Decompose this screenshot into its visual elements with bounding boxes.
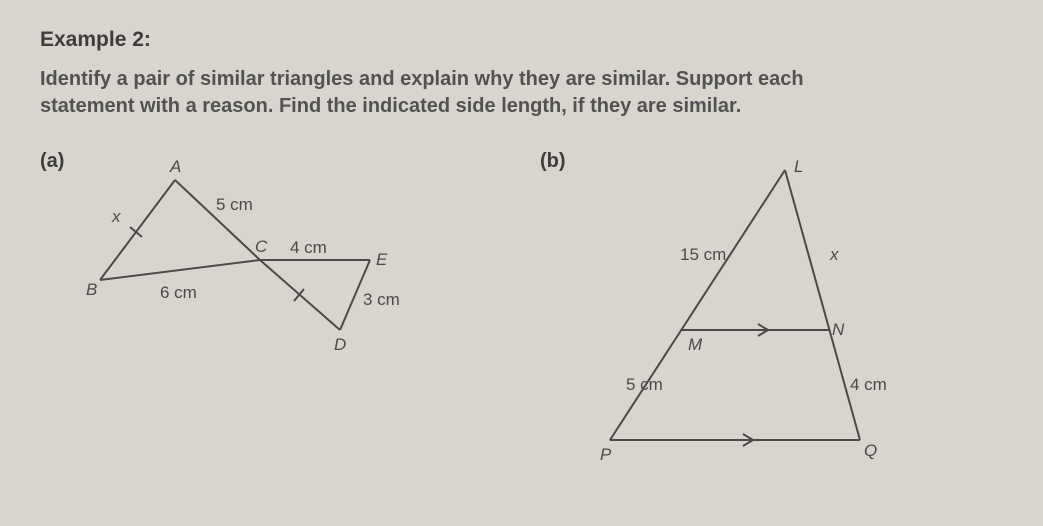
prompt-line-2: statement with a reason. Find the indica… (40, 95, 741, 117)
len-AC: 5 cm (216, 195, 253, 214)
vertex-M: M (688, 335, 703, 354)
side-LQ (785, 170, 860, 440)
vertex-N: N (832, 320, 845, 339)
diagram-b: L P Q M N 15 cm x 5 cm 4 cm (540, 150, 960, 470)
unknown-x-b: x (829, 245, 839, 264)
problem-prompt: Identify a pair of similar triangles and… (40, 66, 940, 120)
vertex-A: A (169, 157, 181, 176)
len-NQ: 4 cm (850, 375, 887, 394)
len-BC: 6 cm (160, 283, 197, 302)
part-a-label: (a) (40, 150, 64, 173)
len-ED: 3 cm (363, 290, 400, 309)
len-MP: 5 cm (626, 375, 663, 394)
vertex-E: E (376, 250, 388, 269)
len-LM: 15 cm (680, 245, 726, 264)
side-LP (610, 170, 785, 440)
side-AB (100, 180, 175, 280)
tick-AB (130, 227, 142, 237)
side-AC (175, 180, 260, 260)
vertex-L: L (794, 157, 803, 176)
figures-row: (a) A B C E D 5 cm 6 cm 4 cm 3 cm x (40, 150, 1003, 470)
prompt-line-1: Identify a pair of similar triangles and… (40, 68, 804, 90)
example-title: Example 2: (40, 28, 1003, 52)
vertex-P: P (600, 445, 612, 464)
figure-a: (a) A B C E D 5 cm 6 cm 4 cm 3 cm x (40, 150, 480, 380)
part-b-label: (b) (540, 150, 566, 173)
vertex-D: D (334, 335, 346, 354)
figure-b: (b) L P Q M N 15 cm x 5 cm 4 cm (540, 150, 960, 470)
vertex-B: B (86, 280, 97, 299)
len-CE: 4 cm (290, 238, 327, 257)
vertex-C: C (255, 237, 268, 256)
diagram-a: A B C E D 5 cm 6 cm 4 cm 3 cm x (40, 150, 480, 380)
vertex-Q: Q (864, 441, 877, 460)
unknown-x-a: x (111, 207, 121, 226)
side-BC (100, 260, 260, 280)
